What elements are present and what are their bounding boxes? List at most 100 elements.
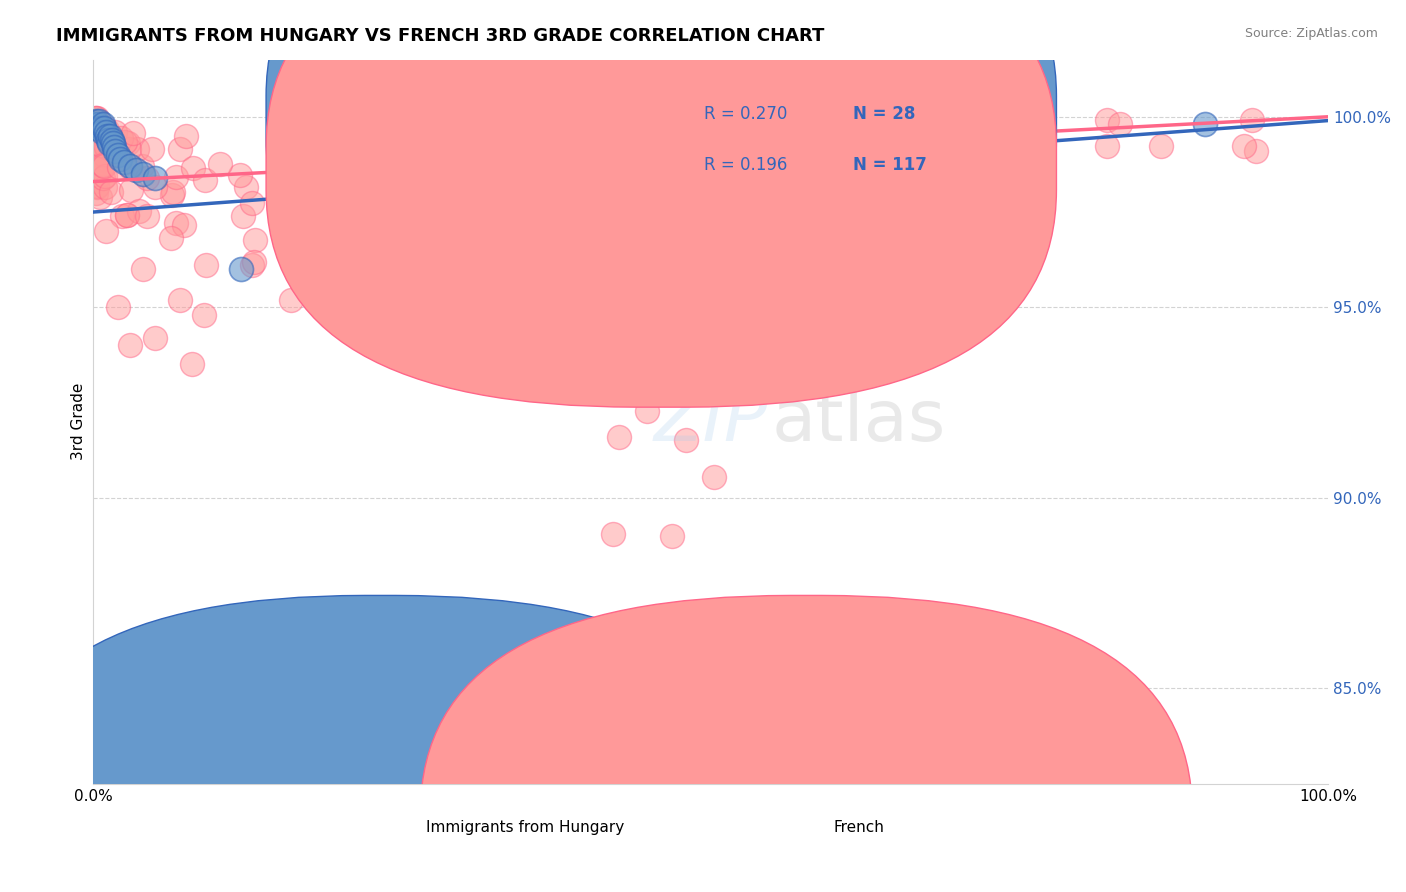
Point [110,152,132,166]
Point [94,140,117,154]
Point [1150,139,1173,153]
Point [165,216,187,230]
Point [112,155,135,169]
Point [91,133,114,147]
Point [120,160,142,174]
Point [1244,145,1267,159]
Point [160,231,183,245]
Y-axis label: 3rd Grade: 3rd Grade [72,383,86,460]
Point [1241,112,1264,127]
Point [135,210,157,224]
Point [89,146,111,161]
Point [84,120,107,134]
Point [96,134,118,148]
Text: N = 28: N = 28 [852,105,915,123]
Point [100,128,122,143]
Point [87,140,110,154]
Point [194,258,217,272]
Point [104,124,127,138]
Point [143,180,166,194]
Point [100,140,122,154]
Point [86,174,108,188]
Point [84,143,107,157]
FancyBboxPatch shape [420,596,1192,892]
Point [243,233,266,247]
Point [1095,138,1118,153]
Point [329,262,352,277]
Point [120,338,142,352]
Point [131,159,153,173]
Point [93,169,115,183]
Point [83,130,105,145]
Point [675,433,697,447]
Point [93,131,115,145]
Point [232,209,254,223]
Point [741,251,763,265]
Point [115,208,138,222]
Point [117,136,139,150]
Point [84,186,107,200]
Point [240,258,263,272]
Text: French: French [834,820,884,835]
Point [125,163,148,178]
Point [980,128,1002,143]
Point [235,180,257,194]
Point [101,136,124,151]
Point [998,136,1021,150]
Point [1097,112,1119,127]
Point [143,170,166,185]
Point [87,170,110,185]
Point [242,254,264,268]
Point [371,179,394,194]
Text: R = 0.196: R = 0.196 [704,155,787,174]
Point [89,113,111,128]
Point [86,180,108,194]
Point [87,163,110,178]
Point [336,262,359,277]
Point [181,358,204,372]
Point [946,113,969,128]
Point [93,127,115,141]
Point [176,128,198,143]
Point [1233,138,1256,153]
Point [100,133,122,147]
Point [97,133,120,147]
Point [93,121,115,136]
Point [165,169,187,184]
FancyBboxPatch shape [266,0,1056,357]
Text: R = 0.270: R = 0.270 [704,105,787,123]
Point [86,166,108,180]
FancyBboxPatch shape [266,0,1056,407]
Point [1109,117,1132,131]
Point [169,142,191,156]
Point [519,249,541,263]
Point [98,132,121,146]
Point [111,209,134,223]
Point [93,159,115,173]
Point [316,265,339,279]
Point [86,117,108,131]
Point [655,191,678,205]
Point [91,170,114,185]
Point [131,167,153,181]
Point [87,146,110,161]
Point [501,229,523,244]
Point [240,195,263,210]
Text: atlas: atlas [772,387,946,456]
Point [280,293,302,307]
Point [90,121,112,136]
Text: N = 117: N = 117 [852,155,927,174]
Point [86,170,108,185]
Point [114,135,136,149]
Point [381,270,404,285]
Point [117,142,139,156]
Point [86,178,108,193]
Point [1194,117,1216,131]
Point [609,430,631,444]
Point [120,159,142,173]
Point [531,172,554,186]
Point [87,117,110,131]
Point [84,113,107,128]
Point [1012,130,1035,145]
Point [89,190,111,204]
